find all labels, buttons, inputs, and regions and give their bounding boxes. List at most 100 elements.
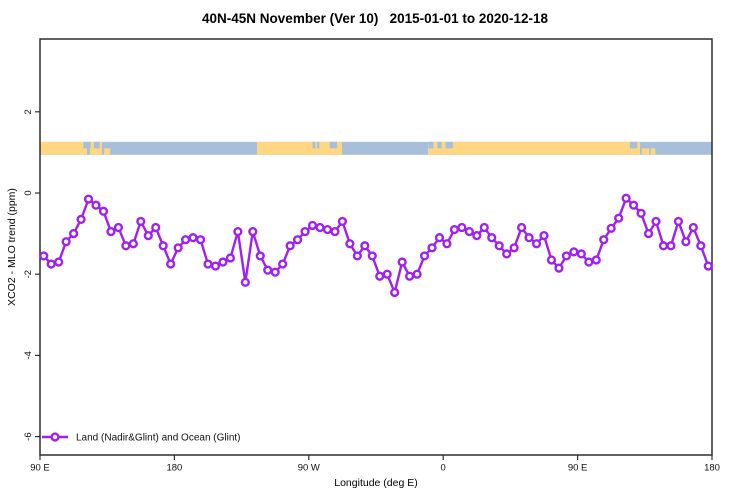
map-band-coastline-patch [641,148,650,155]
data-point [300,226,310,237]
map-band-coastline-patch [445,141,453,149]
map-band-coastline-patch [104,148,111,155]
data-point [658,241,669,251]
data-point [203,259,213,269]
data-point [449,224,460,235]
data-point [367,251,377,261]
data-point [390,287,400,298]
data-point [487,233,497,243]
legend-marker-circle-icon [50,432,60,442]
x-tick-label: 90 E [30,463,50,474]
data-point [113,222,124,233]
plot-area: 90 E 180 90 W 0 90 E 180 2 0 -2 -4 -6 [23,38,720,474]
data-point [345,239,355,249]
data-point [494,241,504,251]
data-point [546,255,557,265]
legend-label: Land (Nadir&Glint) and Ocean (Glint) [76,433,241,444]
data-point [46,259,56,269]
map-band-coastline-patch [83,141,91,149]
data-point [121,241,131,251]
data-point [561,251,572,261]
x-axis-title: Longitude (deg E) [334,477,417,489]
map-band-coastline-patch [428,141,434,149]
data-point [516,222,527,233]
x-tick-label: 180 [704,463,720,474]
data-point [382,269,392,279]
legend: Land (Nadir&Glint) and Ocean (Glint) [42,432,241,444]
data-point [375,271,385,281]
data-point [248,226,258,237]
data-point [330,226,340,237]
data-point [218,257,228,267]
data-point [621,193,631,203]
map-band-land-segment [256,141,342,155]
y-tick-label: -6 [23,432,34,440]
map-band-coastline-patch [87,148,91,155]
data-point [166,259,176,269]
data-point [509,243,519,253]
data-point [233,226,243,237]
data-point [584,257,594,267]
map-band-coastline-patch [93,141,100,149]
data-point [539,231,549,241]
data-point [278,259,288,269]
data-point [636,208,646,218]
data-point [98,206,109,216]
x-tick-label: 90 E [568,463,588,474]
data-point [181,235,191,245]
data-point [240,277,250,287]
map-band-land-segment [40,141,102,155]
data-point [76,214,86,224]
data-point [68,229,79,239]
data-point [442,239,452,249]
map-band-coastline-patch [317,141,320,149]
data-point [606,223,616,233]
data-point [210,261,221,271]
data-point [188,233,198,243]
data-point [136,216,146,227]
data-point [151,222,161,233]
data-point [83,194,94,204]
data-point [614,213,624,223]
y-axis-title: XCO2 - MLO trend (ppm) [6,188,18,306]
data-point [651,216,661,227]
data-point [195,235,206,245]
data-point [54,257,64,267]
y-tick-label: -2 [23,270,34,278]
data-point [315,222,325,233]
data-point [472,231,482,241]
y-tick-label: 0 [23,190,34,195]
data-point [673,216,684,227]
data-point [628,200,639,210]
data-point [91,200,101,210]
data-point [307,220,318,231]
data-point [293,235,303,245]
x-tick-label: 0 [441,463,446,474]
data-point [360,241,370,251]
data-point [434,233,445,243]
data-point [427,243,437,253]
data-point [464,226,474,237]
data-point [106,226,116,237]
map-band-coastline-patch [312,141,316,149]
data-point [143,231,153,241]
y-tick-label: 2 [23,109,34,114]
data-point [703,261,713,271]
map-band-land-segment [427,141,641,155]
data-point [643,229,654,239]
data-point [531,239,542,249]
data-point [576,249,586,259]
data-point [128,239,138,249]
data-point [524,233,534,243]
data-point [666,241,676,251]
y-tick-label: -4 [23,351,34,359]
data-point [173,243,183,253]
data-point [322,224,333,235]
map-band-coastline-patch [437,141,442,149]
plot-box [39,38,713,456]
data-point [412,269,422,279]
data-point [285,241,295,251]
data-point [681,237,691,247]
